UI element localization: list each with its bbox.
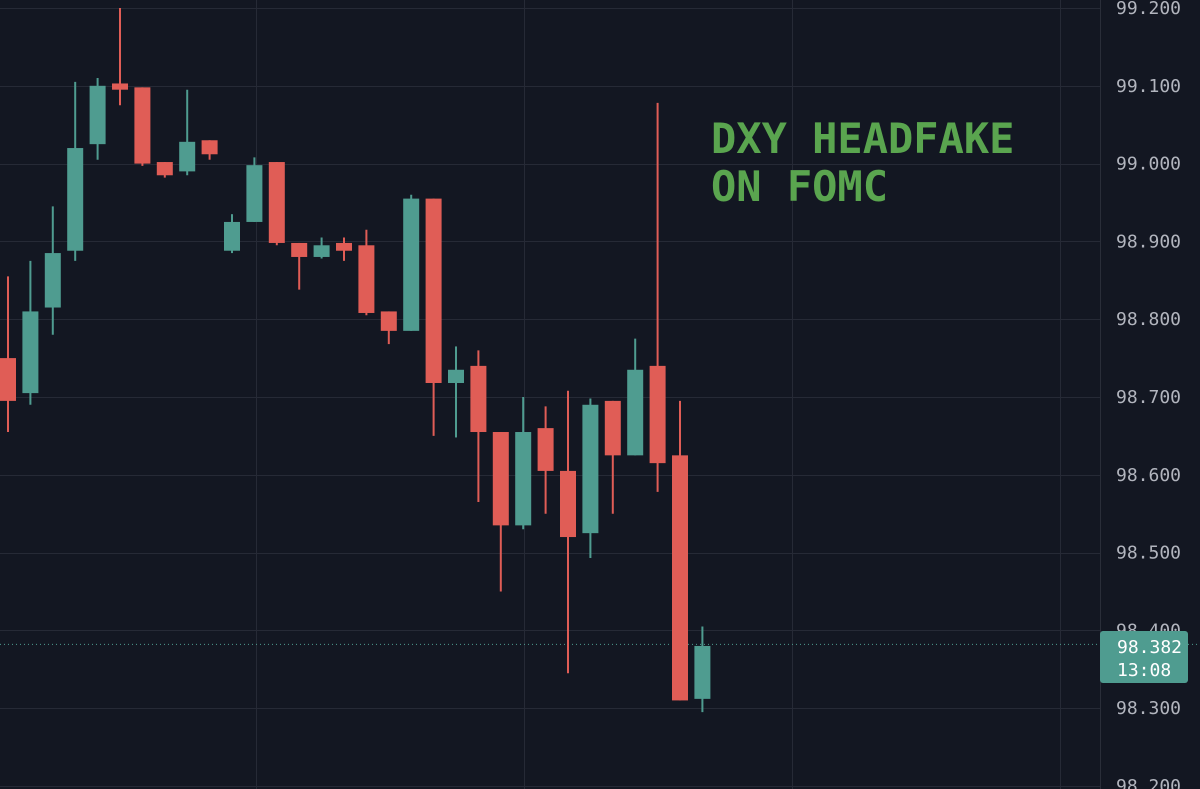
candle[interactable] xyxy=(403,194,420,331)
current-price-tag: 98.382 13:08 xyxy=(1100,631,1188,683)
candle[interactable] xyxy=(582,398,599,559)
candle[interactable] xyxy=(425,198,442,436)
y-tick-label: 99.200 xyxy=(1116,0,1181,19)
candle-body xyxy=(448,369,464,383)
candle-body xyxy=(268,162,285,243)
candle[interactable] xyxy=(89,78,106,160)
candle[interactable] xyxy=(694,626,711,713)
candle-body xyxy=(604,400,621,456)
candle[interactable] xyxy=(358,229,375,316)
current-price-tag-background xyxy=(1100,631,1188,683)
candle[interactable] xyxy=(336,237,352,261)
candle-body xyxy=(22,311,39,394)
candle-body xyxy=(44,253,61,308)
candle-body xyxy=(380,311,397,331)
candle[interactable] xyxy=(649,102,666,492)
candle[interactable] xyxy=(201,140,218,160)
y-tick-label: 98.300 xyxy=(1116,698,1181,719)
candle-body xyxy=(201,140,218,155)
candle[interactable] xyxy=(224,214,240,254)
candle[interactable] xyxy=(268,162,285,246)
candle-body xyxy=(89,85,106,145)
candle[interactable] xyxy=(246,157,263,222)
candle[interactable] xyxy=(604,400,621,514)
candle[interactable] xyxy=(44,206,61,335)
grid-layer xyxy=(0,0,1100,789)
candle[interactable] xyxy=(492,432,509,592)
candle[interactable] xyxy=(112,8,128,106)
candles-layer xyxy=(0,8,711,713)
y-tick-label: 98.600 xyxy=(1116,465,1181,486)
annotation-line-2: ON FOMC xyxy=(711,162,888,211)
candle-body xyxy=(291,242,308,257)
candle[interactable] xyxy=(627,338,644,456)
candle-body xyxy=(470,365,487,433)
candle[interactable] xyxy=(291,242,308,290)
candle[interactable] xyxy=(67,81,84,261)
y-tick-label: 98.900 xyxy=(1116,231,1181,252)
candle-body xyxy=(67,148,84,251)
candle-body xyxy=(224,221,240,251)
candle-body xyxy=(112,83,128,90)
annotation-line-1: DXY HEADFAKE xyxy=(711,114,1014,163)
candle-body xyxy=(403,198,420,331)
candle-body xyxy=(358,245,375,313)
current-price-label: 98.382 xyxy=(1117,637,1182,658)
candle-body xyxy=(537,428,554,471)
candle-body xyxy=(336,242,352,251)
candle-body xyxy=(425,198,442,383)
y-tick-label: 99.100 xyxy=(1116,76,1181,97)
candle[interactable] xyxy=(560,390,576,674)
y-tick-label: 98.700 xyxy=(1116,387,1181,408)
y-tick-label: 98.800 xyxy=(1116,309,1181,330)
candle-body xyxy=(627,369,644,456)
candle-body xyxy=(156,162,173,176)
candle[interactable] xyxy=(537,406,554,514)
candle-body xyxy=(313,245,330,257)
candle[interactable] xyxy=(179,89,196,176)
candle-body xyxy=(672,455,688,701)
candle-body xyxy=(492,432,509,526)
candle[interactable] xyxy=(0,276,16,433)
candle-body xyxy=(134,87,151,164)
candle[interactable] xyxy=(448,346,464,438)
y-tick-label: 98.200 xyxy=(1116,776,1181,789)
price-axis[interactable]: 99.200 99.100 99.000 98.900 98.800 98.700 98.6… xyxy=(1116,0,1181,789)
candle-body xyxy=(179,141,196,172)
candle-body xyxy=(560,470,576,538)
candle[interactable] xyxy=(672,400,688,701)
candle-body xyxy=(694,645,711,699)
candle-body xyxy=(515,432,532,526)
countdown-label: 13:08 xyxy=(1117,660,1171,681)
candle[interactable] xyxy=(515,397,532,530)
candle[interactable] xyxy=(22,260,39,405)
candle[interactable] xyxy=(313,237,330,259)
candle-body xyxy=(582,404,599,534)
candle[interactable] xyxy=(380,311,397,345)
candle-body xyxy=(649,365,666,464)
y-tick-label: 98.500 xyxy=(1116,543,1181,564)
y-tick-label: 99.000 xyxy=(1116,154,1181,175)
candle[interactable] xyxy=(470,350,487,503)
candle-body xyxy=(0,358,16,401)
candle[interactable] xyxy=(134,87,151,166)
annotation: DXY HEADFAKE ON FOMC xyxy=(711,114,1014,211)
candle[interactable] xyxy=(156,162,173,178)
candle-body xyxy=(246,165,263,222)
